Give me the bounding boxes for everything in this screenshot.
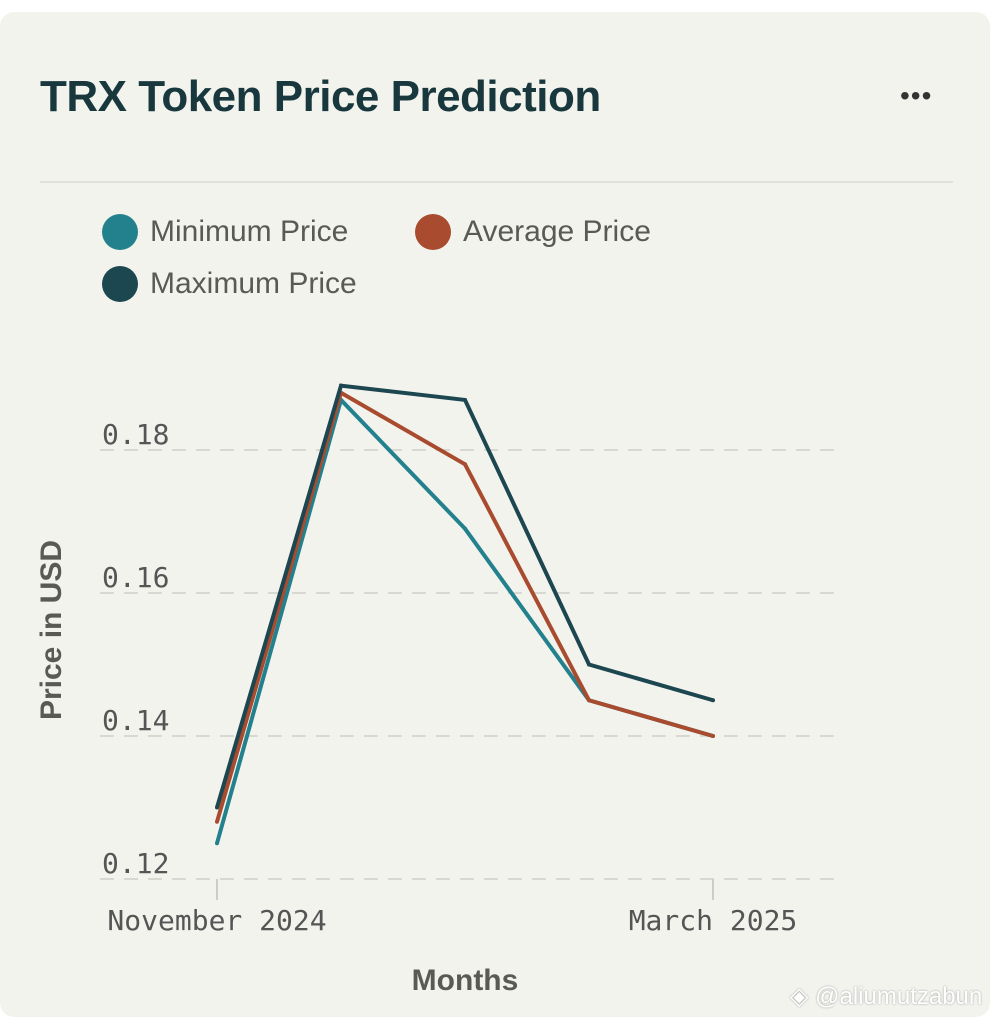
legend-item-maximum[interactable]: Maximum Price (102, 266, 357, 302)
y-tick-label: 0.16 (102, 561, 169, 594)
legend-swatch (102, 214, 138, 250)
y-tick-label: 0.18 (102, 418, 169, 451)
data-point[interactable] (215, 819, 219, 824)
data-point[interactable] (711, 698, 715, 703)
data-point[interactable] (463, 397, 467, 402)
y-axis-label: Price in USD (35, 540, 68, 720)
data-point[interactable] (215, 841, 219, 846)
watermark-text: @aliumutzabun (815, 983, 983, 1010)
x-tick-label: November 2024 (107, 904, 326, 937)
legend-label: Maximum Price (150, 267, 357, 300)
page-title: TRX Token Price Prediction (40, 72, 601, 121)
chart-card: TRX Token Price Prediction ••• (0, 12, 990, 1017)
legend-item-minimum[interactable]: Minimum Price (102, 214, 348, 250)
data-point[interactable] (587, 662, 591, 667)
more-horizontal-icon: ••• (900, 80, 933, 111)
series-line-average-price[interactable] (215, 389, 714, 823)
data-point[interactable] (463, 526, 467, 531)
x-axis-label: Months (412, 964, 519, 997)
watermark: ◈ @aliumutzabun (790, 983, 983, 1010)
data-point[interactable] (587, 698, 591, 703)
x-tick-label: March 2025 (629, 904, 798, 937)
data-point[interactable] (463, 462, 467, 467)
legend-item-average[interactable]: Average Price (415, 214, 651, 250)
legend-label: Minimum Price (150, 215, 349, 248)
series-line-maximum-price[interactable] (215, 383, 714, 809)
legend-swatch (415, 214, 451, 250)
more-options-button[interactable]: ••• (900, 80, 932, 112)
divider (40, 181, 953, 183)
y-tick-label: 0.14 (102, 704, 169, 737)
legend-label: Average Price (463, 215, 651, 248)
legend-swatch (102, 266, 138, 302)
data-point[interactable] (215, 805, 219, 810)
y-tick-label: 0.12 (102, 847, 169, 880)
data-point[interactable] (339, 383, 343, 388)
data-point[interactable] (711, 734, 715, 738)
